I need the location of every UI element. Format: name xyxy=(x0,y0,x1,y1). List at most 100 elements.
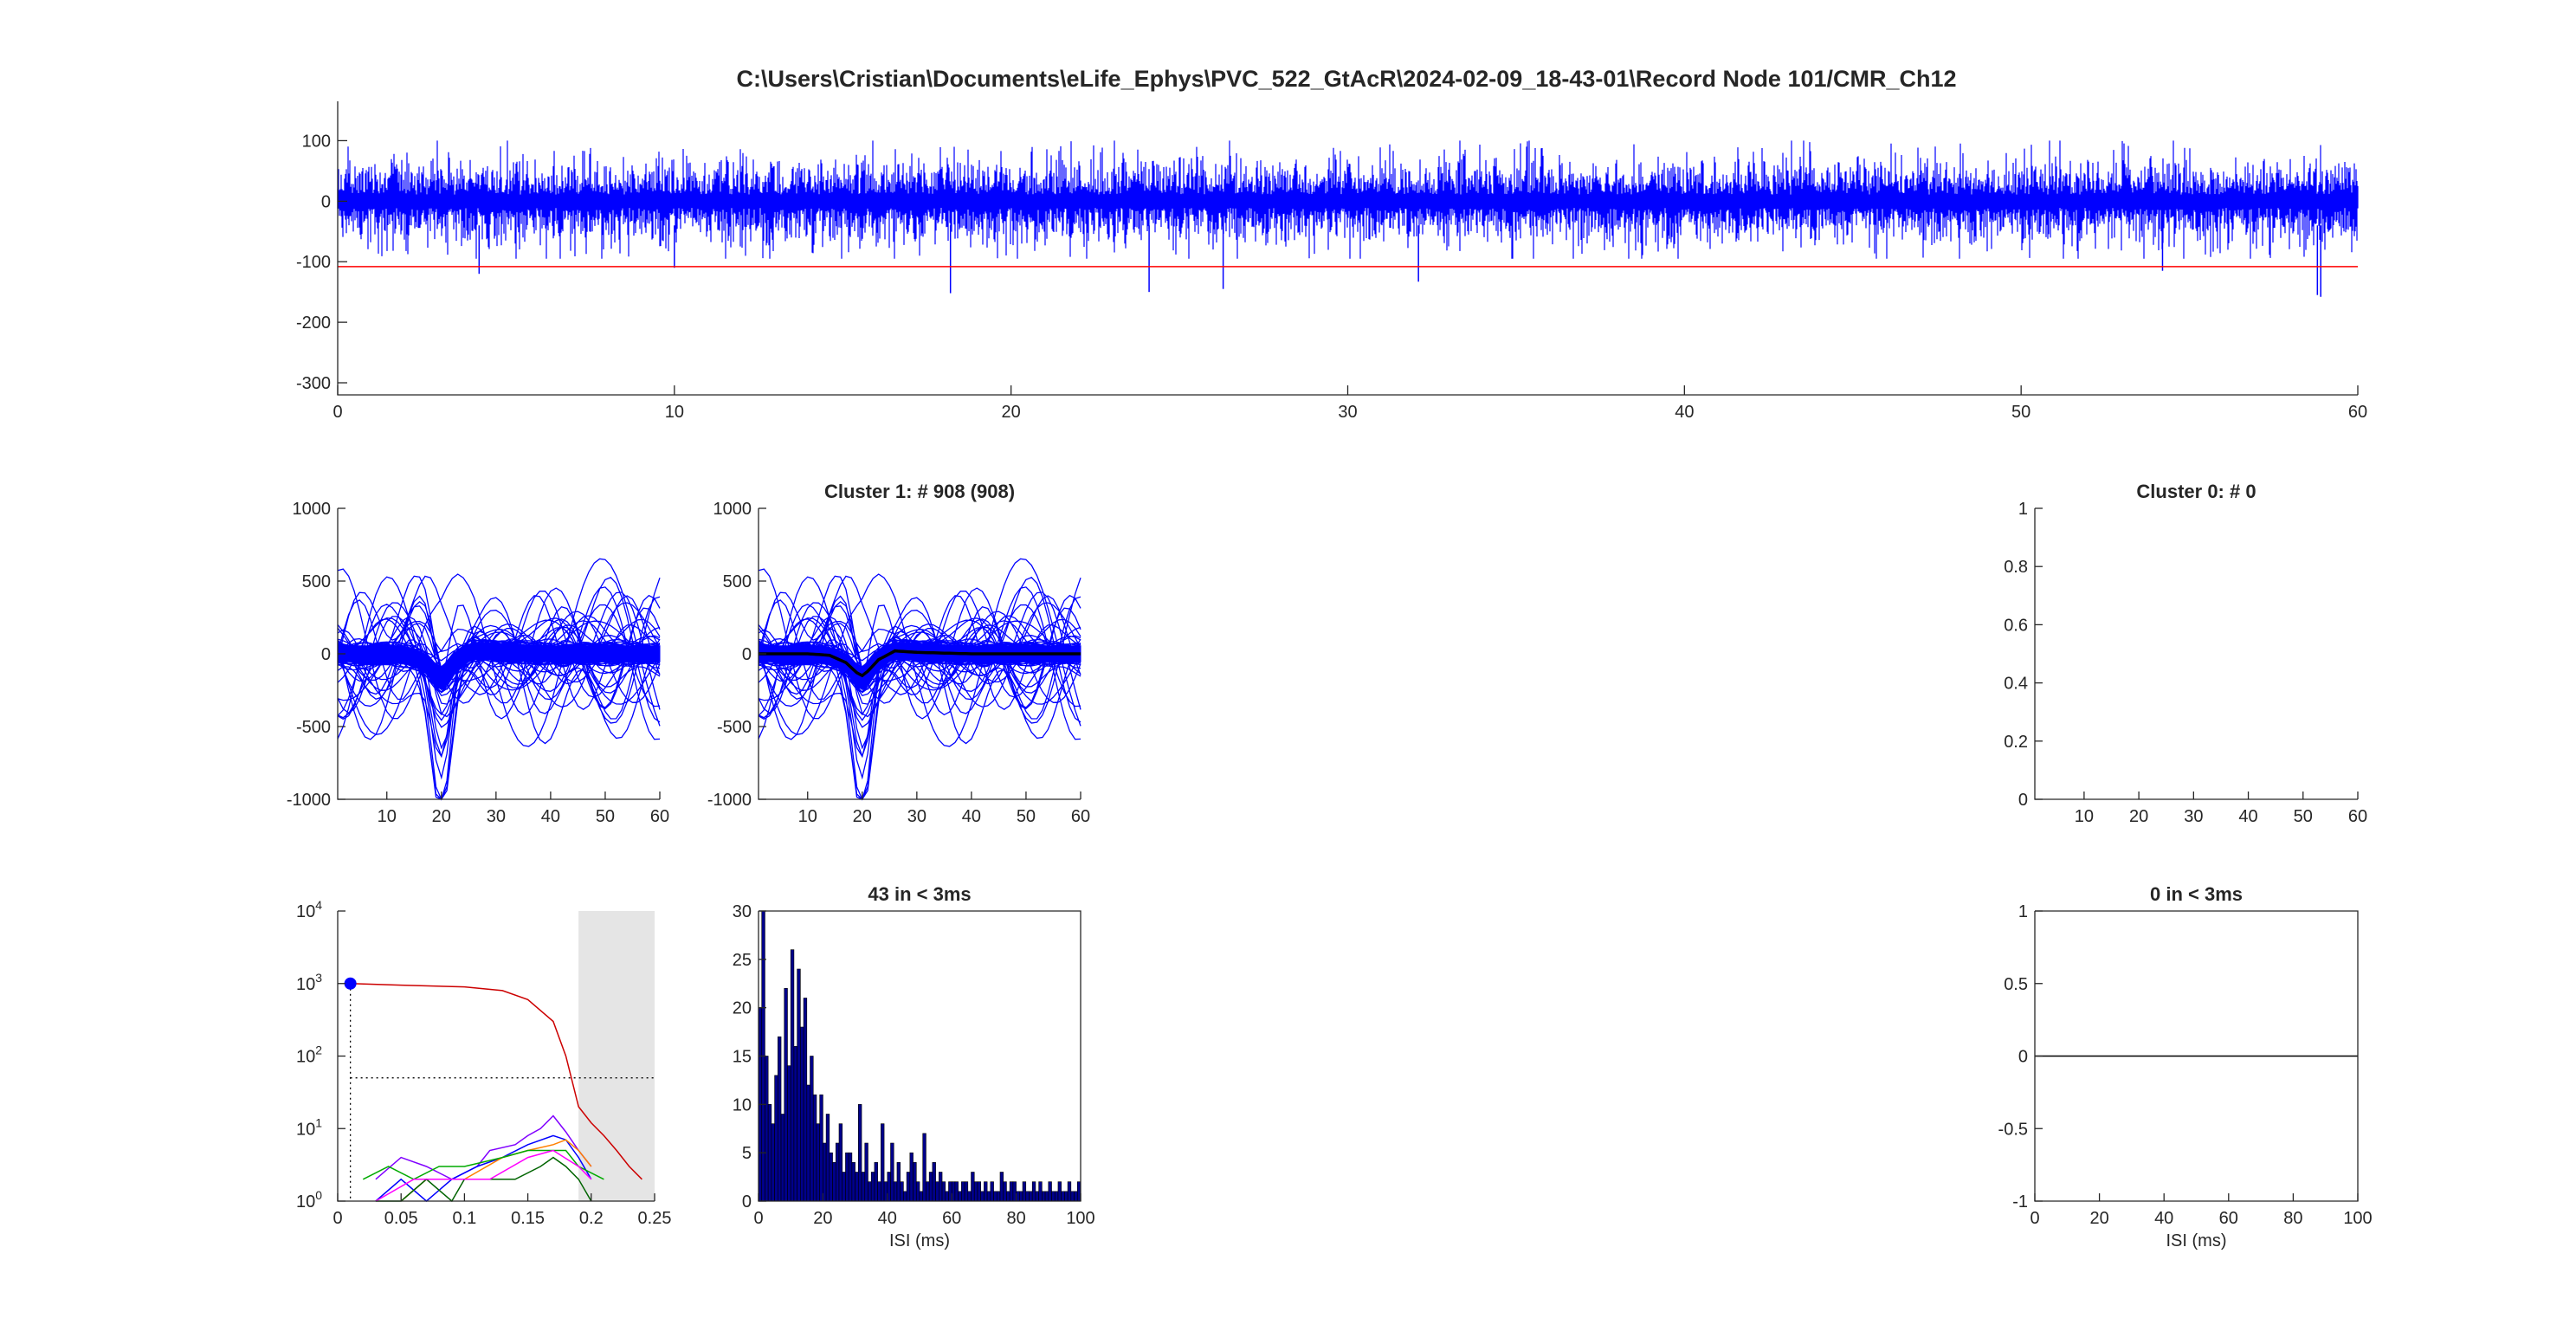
isi-bar xyxy=(939,1172,943,1202)
x-tick-label: 0 xyxy=(332,1209,342,1228)
plot-title: 0 in < 3ms xyxy=(2150,883,2243,905)
isi-bar xyxy=(800,1026,804,1202)
isi-bar xyxy=(868,1181,872,1202)
figure-title: C:\Users\Cristian\Documents\eLife_Ephys\… xyxy=(736,66,1956,92)
isi-bar xyxy=(1006,1191,1010,1202)
isi-bar xyxy=(819,1094,823,1202)
y-tick-label: -500 xyxy=(717,718,752,737)
isi-bar xyxy=(967,1191,972,1202)
x-tick-label: 40 xyxy=(2154,1209,2173,1228)
x-tick-label: 60 xyxy=(2348,807,2367,826)
y-tick-label: 25 xyxy=(733,951,752,970)
x-tick-label: 40 xyxy=(878,1209,897,1228)
y-tick-label: 104 xyxy=(296,898,322,921)
y-tick-label: 0 xyxy=(742,1192,752,1212)
y-tick-label: 0.8 xyxy=(2004,558,2028,577)
x-tick-label: 60 xyxy=(942,1209,961,1228)
x-tick-label: 80 xyxy=(2283,1209,2302,1228)
x-tick-label: 0.15 xyxy=(511,1209,545,1228)
selected-temperature-marker xyxy=(344,977,357,990)
y-tick-label: 0 xyxy=(742,645,752,664)
isi-bar xyxy=(1048,1181,1052,1202)
x-tick-label: 40 xyxy=(962,807,981,826)
isi-bar xyxy=(780,1114,785,1202)
x-tick-label: 30 xyxy=(487,807,506,826)
isi-bar xyxy=(935,1181,939,1202)
isi-bar xyxy=(790,949,795,1202)
y-tick-label: 0.5 xyxy=(2004,975,2028,994)
isi-bar xyxy=(977,1181,981,1202)
plot-area xyxy=(758,558,1081,801)
all_spikes-axes: 10 20 30 40 50 60 1000 500 0 -500 -1000 xyxy=(287,500,669,826)
axis-frame xyxy=(2034,508,2358,800)
isi-bar xyxy=(851,1162,855,1202)
isi-bar xyxy=(1003,1181,1007,1202)
isi-bar xyxy=(913,1162,917,1202)
x-tick-label: 60 xyxy=(1071,807,1090,826)
isi-bar xyxy=(986,1191,991,1202)
isi-bar xyxy=(874,1162,878,1202)
y-tick-label: 20 xyxy=(733,999,752,1018)
spike-waveforms xyxy=(337,558,661,801)
mean-waveform xyxy=(759,649,1081,678)
plot-title: Cluster 0: # 0 xyxy=(2136,481,2256,502)
isi-bar xyxy=(990,1181,994,1202)
isi-bar xyxy=(915,1181,920,1202)
y-tick-label: -100 xyxy=(296,253,331,272)
cluster-size-curve-7 xyxy=(375,1149,592,1202)
y-tick-label: -200 xyxy=(296,313,331,333)
isi-bar xyxy=(971,1172,975,1202)
x-axis-label: ISI (ms) xyxy=(889,1231,950,1250)
isi-bar xyxy=(1044,1191,1049,1202)
x-tick-label: 50 xyxy=(1017,807,1036,826)
x-tick-label: 0 xyxy=(753,1209,763,1228)
isi-bar xyxy=(774,1075,778,1202)
y-tick-label: 30 xyxy=(733,902,752,921)
y-tick-label: 0 xyxy=(321,645,331,664)
x-tick-label: 20 xyxy=(432,807,451,826)
isi-bar xyxy=(961,1181,965,1202)
y-tick-label: 100 xyxy=(296,1188,322,1212)
isi-bar xyxy=(797,968,801,1202)
x-tick-label: 60 xyxy=(2219,1209,2238,1228)
isi-bar xyxy=(816,1123,820,1202)
isi-bar xyxy=(803,998,808,1202)
isi-bar xyxy=(993,1191,997,1202)
x-tick-label: 0.2 xyxy=(579,1209,604,1228)
y-tick-label: 0 xyxy=(2018,791,2028,810)
isi-bar xyxy=(973,1181,978,1202)
y-tick-label: 1000 xyxy=(293,500,332,519)
y-tick-label: -1000 xyxy=(287,791,331,810)
y-tick-label: -1 xyxy=(2012,1192,2028,1212)
x-tick-label: 0.1 xyxy=(452,1209,476,1228)
isi-bar xyxy=(838,1123,843,1202)
isi-bar xyxy=(861,1172,866,1202)
x-tick-label: 50 xyxy=(2011,403,2030,422)
isi-bar xyxy=(835,1142,840,1202)
isi-bar xyxy=(864,1142,868,1202)
x-tick-label: 0.05 xyxy=(384,1209,418,1228)
isi-bar xyxy=(1019,1191,1023,1202)
y-tick-label: 1 xyxy=(2018,902,2028,921)
x-tick-label: 20 xyxy=(1002,403,1021,422)
isi-bar xyxy=(829,1152,833,1202)
isi-bar xyxy=(810,1056,814,1202)
isi-bar xyxy=(848,1152,853,1202)
y-tick-label: 1 xyxy=(2018,500,2028,519)
isi-bar xyxy=(832,1162,836,1202)
plot-title: Cluster 1: # 908 (908) xyxy=(824,481,1015,502)
isi-bar xyxy=(842,1172,846,1202)
cluster-size-curve-1 xyxy=(350,983,642,1180)
x-tick-label: 20 xyxy=(2089,1209,2108,1228)
isi-bar xyxy=(954,1181,959,1202)
y-tick-label: 100 xyxy=(302,132,331,151)
isi-bar xyxy=(855,1172,859,1202)
y-tick-label: 0.2 xyxy=(2004,733,2028,752)
isi-bar xyxy=(919,1191,924,1202)
x-tick-label: 30 xyxy=(907,807,926,826)
x-tick-label: 30 xyxy=(2184,807,2203,826)
isi-bar xyxy=(765,1056,769,1202)
isi-bar xyxy=(778,1036,782,1202)
isi-bar xyxy=(932,1162,936,1202)
isi-bar xyxy=(1070,1191,1075,1202)
